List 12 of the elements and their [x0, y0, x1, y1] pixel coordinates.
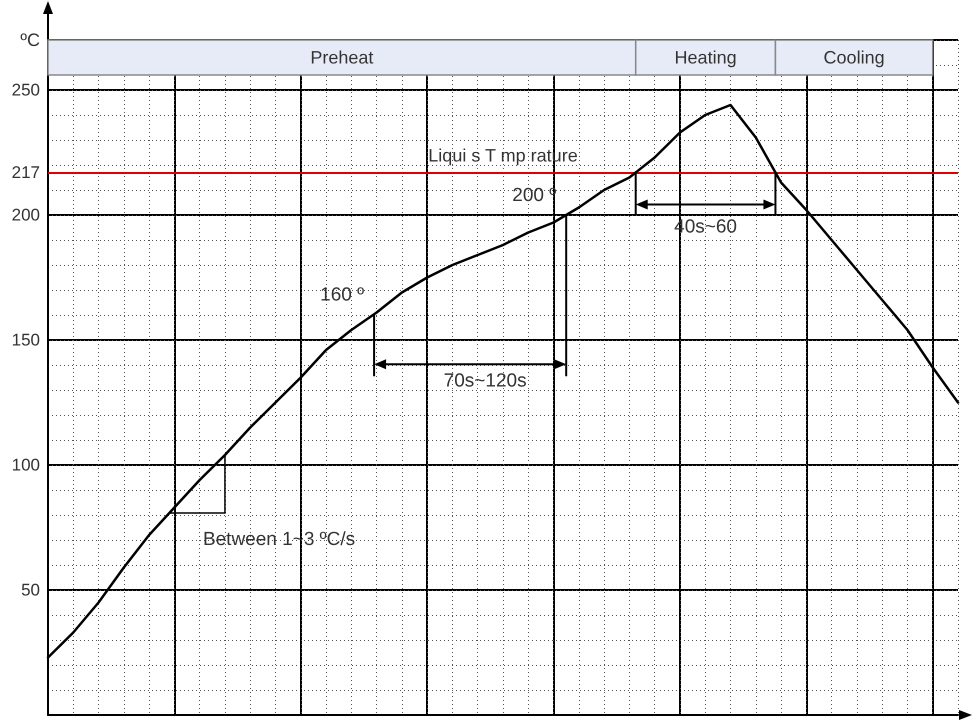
y-axis-title: ºC — [20, 30, 40, 50]
annotation: 160 º — [320, 284, 364, 306]
annotation: Heating — [674, 48, 737, 68]
y-tick-label: 200 — [12, 206, 40, 224]
y-tick-label: 217 — [12, 163, 40, 182]
y-tick-label: 100 — [12, 456, 40, 474]
annotation: 70s~120s — [444, 370, 527, 392]
annotation: Cooling — [824, 48, 885, 68]
y-tick-label: 150 — [12, 330, 40, 350]
y-tick-label: 250 — [12, 80, 40, 100]
y-tick-label: 50 — [21, 580, 40, 600]
annotation: Preheat — [310, 48, 374, 68]
